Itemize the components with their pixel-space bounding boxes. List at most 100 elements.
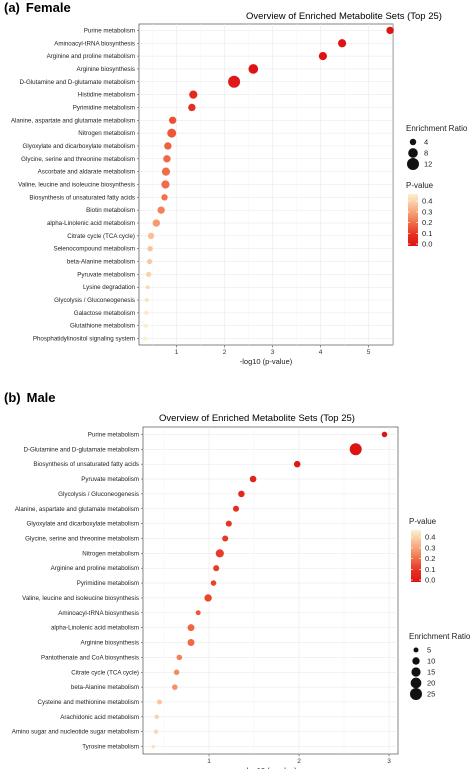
data-point [144,298,149,303]
category-label: alpha-Linolenic acid metabolism [47,220,135,227]
category-label: Purine metabolism [84,27,135,34]
size-legend-label: 12 [424,160,432,169]
category-label: Aminoacyl-tRNA biosynthesis [54,40,135,47]
color-legend-label: 0.0 [425,576,435,585]
category-label: Arachidonic acid metabolism [60,714,139,721]
size-legend-key [410,677,422,689]
size-legend-key [408,148,418,158]
size-legend-key [412,657,420,665]
category-label: Citrate cycle (TCA cycle) [67,233,135,240]
panel-group: Male [27,390,56,405]
x-axis-title: -log10 (p-value) [240,357,293,366]
color-legend-bar [408,194,418,246]
category-label: Arginine biosynthesis [81,640,139,647]
data-point [164,142,172,150]
x-tick-label: 4 [319,349,323,356]
x-tick-label: 2 [297,758,301,765]
data-point [172,684,178,690]
color-legend: P-value 0.40.3 0.2 0.1 0.0 [409,517,437,585]
data-point [204,594,212,602]
category-label: Selenocompound metabolism [53,246,135,253]
data-point [173,669,180,676]
data-point [143,323,148,328]
color-legend-label: 0.0 [422,240,432,249]
data-point [144,310,149,315]
data-point [225,520,232,527]
x-tick-label: 5 [367,349,371,356]
y-tick-labels: Purine metabolism Aminoacyl-tRNA biosynth… [11,27,139,343]
category-label: Glyoxylate and dicarboxylate metabolism [27,521,139,528]
data-point [213,565,220,572]
grid-lines [139,24,393,345]
category-label: Phosphatidylinositol signaling system [33,336,135,343]
x-tick-label: 3 [387,758,391,765]
data-point [145,285,150,290]
category-label: Pyruvate metabolism [77,271,135,278]
data-point [154,714,159,720]
size-legend: Enrichment Ratio 5 10 15 20 25 [409,632,471,700]
size-legend: Enrichment Ratio 4 8 12 [406,124,468,170]
data-point [189,90,198,99]
x-tick-label: 1 [207,758,211,765]
data-point [147,246,153,252]
category-label: Glycolysis / Gluconeogenesis [54,297,135,304]
category-label: Pantothenate and CoA biosynthesis [41,654,139,661]
color-legend-label: 0.1 [422,229,432,238]
size-legend-key [409,138,417,146]
color-legend-label: 0.3 [425,543,435,552]
x-tick-label: 3 [271,349,275,356]
data-point [153,729,159,734]
color-legend-label: 0.3 [422,207,432,216]
x-axis: 1 2 3 -log10 (p-value) [207,754,391,769]
category-label: D-Glutamine and D-glutamate metabolism [23,446,139,453]
panel-letter: (a) [4,0,20,15]
plot-area [142,426,399,755]
panel-letter: (b) [4,390,21,405]
data-points [151,431,388,749]
category-label: Alanine, aspartate and glutamate metabol… [15,506,139,513]
data-point [176,654,183,661]
category-label: Valine, leucine and isoleucine biosynthe… [18,182,135,189]
size-legend-label: 8 [424,149,428,158]
category-label: Biosynthesis of unsaturated fatty acids [29,194,135,201]
data-point [195,610,201,616]
category-label: Tyrosine metabolism [82,744,139,751]
category-label: Citrate cycle (TCA cycle) [71,669,139,676]
category-label: Glycine, serine and threonine metabolism [21,156,135,163]
data-point [386,26,394,35]
data-point [168,116,177,124]
size-legend-label: 4 [424,138,428,147]
data-point [228,75,241,88]
category-label: Galactose metabolism [74,310,135,317]
data-point [338,39,347,48]
size-legend-label: 10 [427,657,435,666]
category-label: Valine, leucine and isoleucine biosynthe… [22,595,139,602]
category-label: Glycolysis / Gluconeogenesis [58,491,139,498]
category-label: Purine metabolism [88,431,139,438]
size-legend-key [410,688,422,700]
size-legend-key [411,667,421,677]
data-point [146,258,153,265]
data-point [248,64,259,74]
size-legend-label: 20 [427,679,435,688]
category-label: Glutathione metabolism [70,323,135,330]
data-point [187,624,195,632]
category-label: Ascorbate and aldarate metabolism [38,169,135,176]
chart-title: Overview of Enriched Metabolite Sets (To… [159,413,355,424]
data-point [145,271,152,278]
size-legend-key [413,647,419,653]
data-point [210,580,217,586]
x-axis: 1 2 3 4 5 -log10 (p-value) [175,345,371,366]
data-point [238,490,245,498]
data-point [222,535,229,542]
data-point [157,206,165,214]
y-tick-labels: Purine metabolism D-Glutamine and D-gluta… [12,431,143,751]
category-label: Biosynthesis of unsaturated fatty acids [33,461,139,468]
data-point [157,699,162,705]
category-label: Pyrimidine metabolism [73,104,135,111]
size-legend-title: Enrichment Ratio [406,124,468,133]
data-point [318,52,327,61]
category-label: Pyruvate metabolism [81,476,139,483]
panel-label: (b) Male [4,390,56,405]
chart-title: Overview of Enriched Metabolite Sets (To… [246,11,442,22]
